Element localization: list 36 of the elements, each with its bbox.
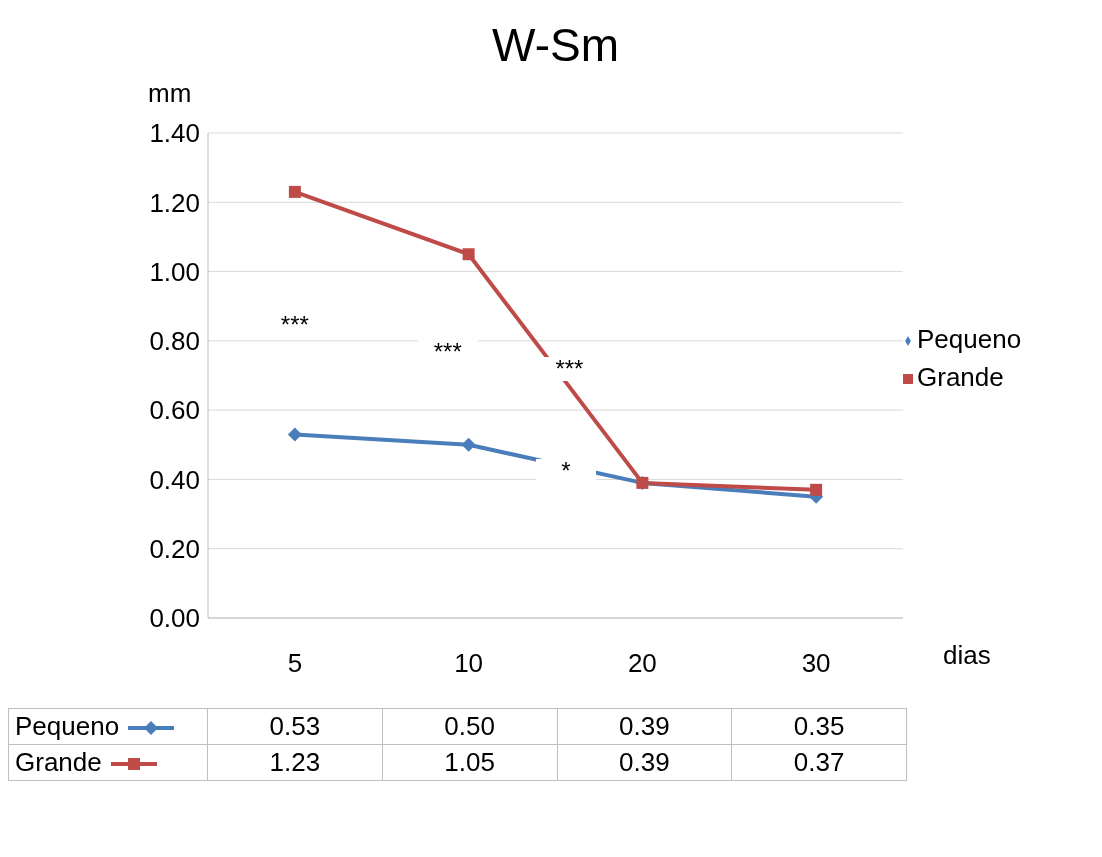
x-tick-label: 30 (801, 648, 831, 679)
data-label: 0.39 (557, 708, 732, 745)
x-tick-label: 20 (627, 648, 657, 679)
annotation: *** (539, 354, 600, 382)
x-tick-label: 10 (454, 648, 484, 679)
y-tick-label: 1.40 (149, 118, 200, 149)
annotation: * (535, 456, 596, 484)
y-tick-label: 1.20 (149, 187, 200, 218)
point (462, 248, 475, 261)
point (287, 427, 302, 442)
legend-label: Grande (917, 362, 1004, 392)
annotation: *** (417, 337, 478, 365)
y-tick-label: 0.40 (149, 464, 200, 495)
text: Grande (15, 747, 102, 777)
annotation: *** (264, 311, 325, 338)
y-axis-title: mm (148, 78, 192, 109)
point (288, 185, 301, 198)
point (810, 483, 823, 496)
data-label: 0.35 (731, 708, 907, 745)
data-label: 0.53 (207, 708, 383, 745)
data-label: 0.37 (731, 744, 907, 781)
data-label: 1.05 (382, 744, 557, 781)
y-tick-label: 0.60 (149, 395, 200, 426)
x-tick-label: 5 (287, 648, 303, 679)
point (461, 437, 476, 452)
data-label: 1.23 (207, 744, 383, 781)
x-axis-title: dias (943, 640, 991, 671)
y-tick-label: 0.80 (149, 326, 200, 357)
text: Pequeno (15, 711, 120, 741)
data-label: 0.50 (382, 708, 557, 745)
legend-label: Pequeno (917, 324, 1022, 354)
y-tick-label: 1.00 (149, 256, 200, 287)
y-tick-label: 0.00 (149, 603, 200, 634)
data-label: 0.39 (557, 744, 732, 781)
y-tick-label: 0.20 (149, 533, 200, 564)
chart-title: W-Sm (491, 18, 620, 72)
